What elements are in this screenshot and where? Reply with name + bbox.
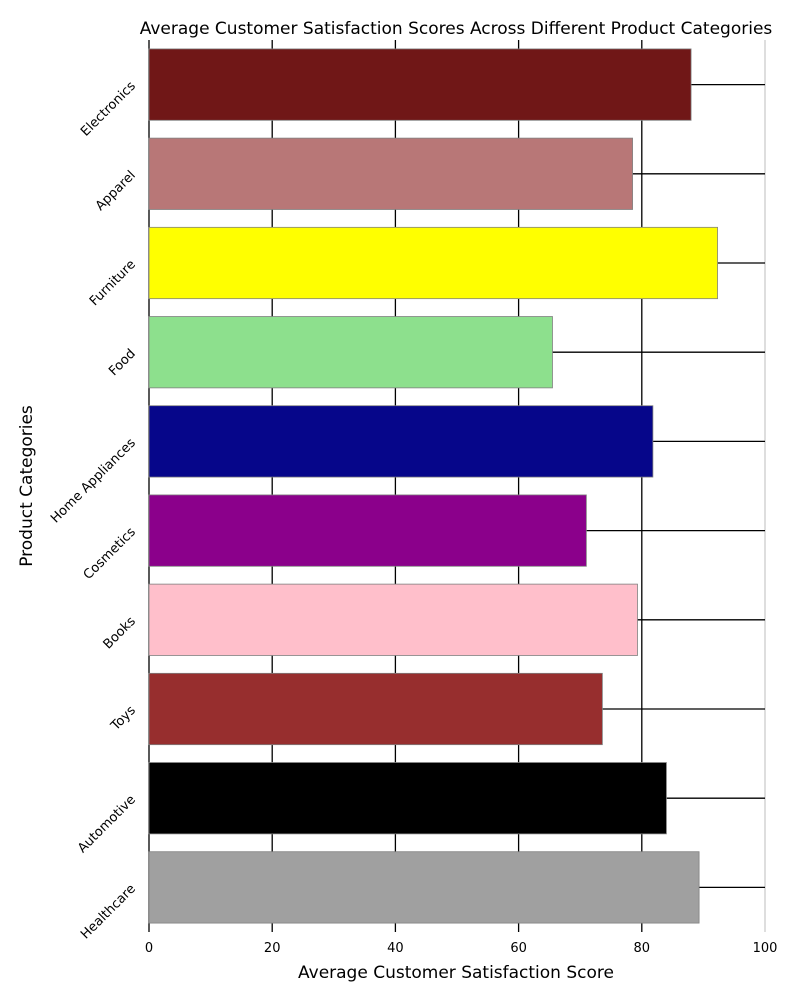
bar-toys — [148, 672, 603, 746]
bar-books — [148, 583, 638, 656]
bar-automotive — [148, 762, 667, 835]
x-tick-label: 20 — [264, 941, 281, 956]
bar-electronics — [148, 48, 692, 121]
x-tick-label: 100 — [753, 941, 778, 956]
y-tick-label: Home Appliances — [48, 435, 139, 526]
y-tick-label: Electronics — [78, 79, 139, 140]
y-tick-label: Cosmetics — [81, 525, 139, 583]
x-tick-label: 60 — [510, 941, 527, 956]
x-tick-label: 80 — [634, 941, 651, 956]
y-axis-label: Product Categories — [17, 405, 37, 567]
y-tick-label: Automotive — [75, 792, 139, 856]
x-tick-labels: 0 20 40 60 80 100 — [145, 941, 778, 956]
y-tick-label: Furniture — [87, 257, 139, 309]
bar-home-appliances — [148, 405, 654, 478]
bar-cosmetics — [148, 494, 587, 567]
x-tick-label: 0 — [145, 941, 153, 956]
y-tick-label: Books — [101, 614, 139, 652]
bar-healthcare — [148, 851, 700, 924]
bar-furniture — [148, 226, 718, 300]
y-tick-label: Healthcare — [78, 882, 139, 943]
x-tick-label: 40 — [387, 941, 404, 956]
y-tick-label: Apparel — [93, 168, 139, 214]
y-tick-labels: Electronics Apparel Furniture Food Home Appl… — [48, 79, 139, 943]
y-tick-label: Toys — [108, 703, 139, 734]
chart-title: Average Customer Satisfaction Scores Acr… — [140, 19, 773, 39]
bar-apparel — [148, 137, 633, 210]
bars — [148, 48, 718, 924]
y-tick-label: Food — [106, 346, 139, 379]
bar-food — [148, 316, 553, 389]
x-axis-label: Average Customer Satisfaction Score — [298, 963, 614, 983]
